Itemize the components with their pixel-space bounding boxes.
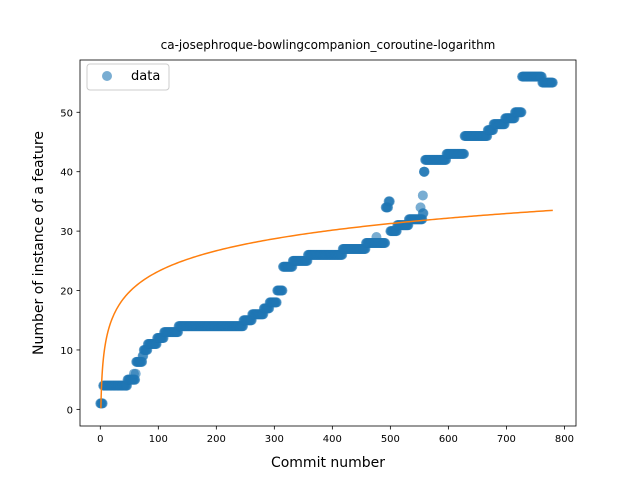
data-point	[459, 148, 470, 159]
legend: data	[86, 63, 170, 91]
x-axis-label: Commit number	[271, 455, 385, 471]
x-tick-label: 0	[97, 434, 103, 445]
chart-title: ca-josephroque-bowlingcompanion_coroutin…	[161, 38, 496, 52]
y-tick-label: 50	[60, 108, 73, 119]
x-tick-label: 200	[207, 434, 226, 445]
y-tick-label: 30	[60, 227, 73, 238]
data-point	[419, 166, 430, 177]
y-tick-label: 20	[60, 287, 73, 298]
legend-label-data: data	[131, 69, 160, 84]
y-axis-label: Number of instance of a feature	[31, 131, 47, 355]
legend-marker-data	[102, 71, 112, 81]
x-tick-label: 100	[149, 434, 168, 445]
x-tick-label: 800	[555, 434, 574, 445]
x-tick-label: 700	[497, 434, 516, 445]
axes-frame	[79, 59, 577, 427]
data-point	[128, 368, 139, 379]
data-point	[516, 107, 527, 118]
data-point	[277, 285, 288, 296]
x-tick-label: 300	[265, 434, 284, 445]
data-point	[547, 77, 558, 88]
y-tick-label: 40	[60, 168, 73, 179]
x-tick-label: 500	[381, 434, 400, 445]
x-tick-label: 400	[323, 434, 342, 445]
legend-frame	[86, 63, 170, 91]
x-tick-label: 600	[439, 434, 458, 445]
y-tick-label: 10	[60, 346, 73, 357]
data-point	[417, 190, 428, 201]
data-point	[384, 196, 395, 207]
axes: 0 100 200 300 400 500 600 700 800 0 10 20 30 40 50	[60, 59, 577, 445]
y-tick-label: 0	[67, 405, 73, 416]
data-point	[380, 238, 391, 248]
data-point	[271, 297, 282, 308]
data-point	[97, 398, 108, 409]
fit-line	[100, 209, 553, 409]
data-point	[371, 232, 382, 243]
plot-area	[95, 71, 558, 409]
data-point	[415, 202, 426, 213]
